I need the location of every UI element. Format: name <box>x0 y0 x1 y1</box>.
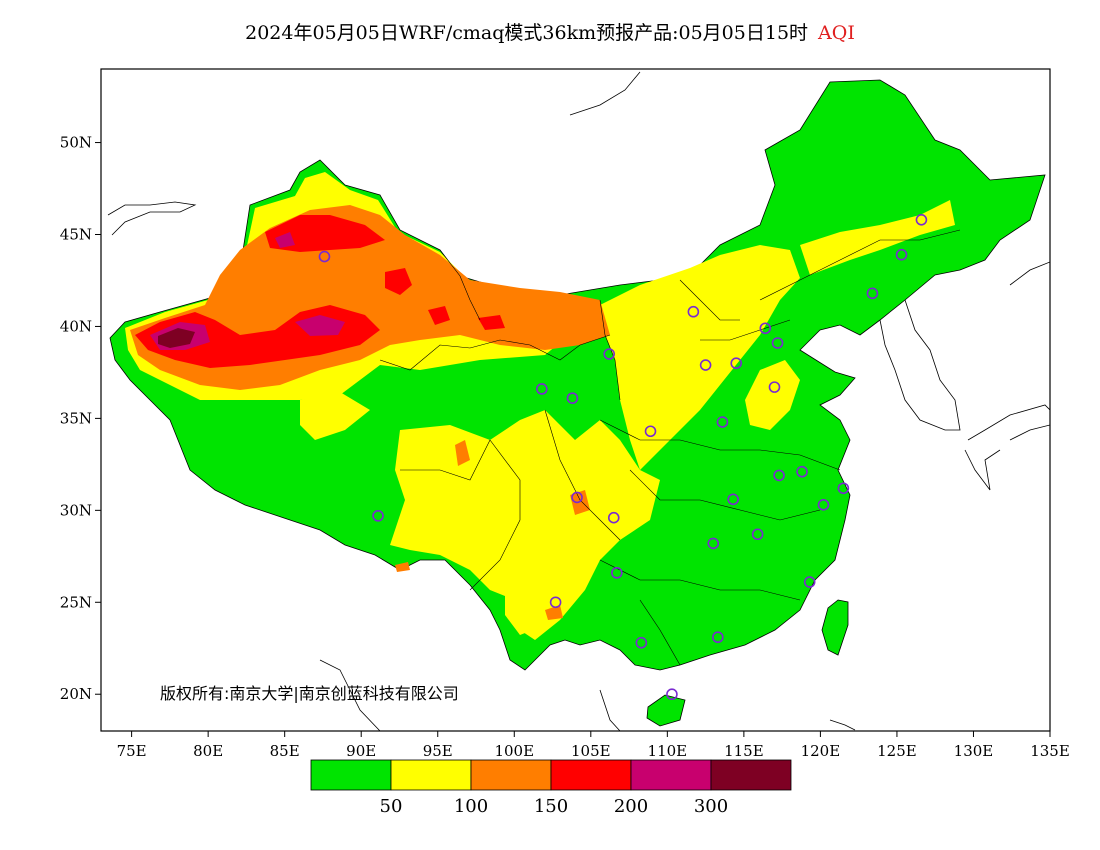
station-marker <box>603 348 615 360</box>
aqi-legend: 50 100 150 200 300 <box>310 759 792 817</box>
neighbor-coastline-kazakh <box>107 201 197 236</box>
purple-zone-north <box>275 232 295 248</box>
legend-swatch <box>470 759 552 791</box>
station-marker <box>549 596 562 609</box>
station-markers <box>318 213 928 701</box>
neighbor-coastline-south <box>319 659 856 731</box>
station-marker <box>768 381 781 393</box>
orange-patch-d <box>395 562 410 572</box>
station-marker <box>727 493 739 506</box>
legend-swatch <box>390 759 472 791</box>
red-zone-east <box>385 268 412 295</box>
x-tick-label: 110E <box>648 742 688 760</box>
yellow-zone-guangxi <box>505 585 560 635</box>
station-marker <box>773 469 785 482</box>
y-tick-label: 40N <box>60 317 92 335</box>
title-text: 2024年05月05日WRF/cmaq模式36km预报产品:05月05日15时 <box>245 22 809 44</box>
x-tick-label: 130E <box>954 742 994 760</box>
orange-patch-b <box>570 490 590 515</box>
station-marker <box>837 482 850 495</box>
station-marker <box>666 688 678 701</box>
x-tick-label: 90E <box>346 742 376 760</box>
x-tick-label: 125E <box>877 742 917 760</box>
station-marker <box>571 491 583 504</box>
purple-zone-central <box>295 315 345 336</box>
x-tick-label: 95E <box>423 742 453 760</box>
station-marker <box>607 511 620 524</box>
y-tick-label: 45N <box>60 226 92 244</box>
station-marker <box>730 357 743 370</box>
x-tick-label: 135E <box>1030 742 1070 760</box>
orange-patch-c <box>545 605 563 620</box>
yellow-zone-tibet-south <box>300 392 370 440</box>
station-marker <box>566 392 579 404</box>
y-tick-label: 25N <box>60 593 92 611</box>
x-tick-label: 120E <box>801 742 841 760</box>
legend-swatch <box>710 759 792 791</box>
x-tick-label: 80E <box>193 742 223 760</box>
red-zone-small-b <box>478 315 505 330</box>
x-tick-label: 85E <box>270 742 300 760</box>
x-axis: 75E 80E 85E 90E 95E 100E 105E 110E 115E 120E 125E 1… <box>117 731 1070 760</box>
station-marker <box>611 567 623 579</box>
station-marker <box>372 510 384 522</box>
station-marker <box>318 250 331 263</box>
station-marker <box>712 631 724 644</box>
x-tick-label: 100E <box>494 742 534 760</box>
station-marker <box>716 416 729 428</box>
neighbor-coastline-japan <box>964 404 1050 491</box>
title-aqi-label: AQI <box>818 22 855 44</box>
station-marker <box>817 499 830 511</box>
station-marker <box>687 305 700 318</box>
y-axis: 50N 45N 40N 35N 30N 25N 20N <box>60 134 101 703</box>
map-frame <box>100 68 1051 732</box>
station-marker <box>796 465 808 478</box>
station-marker <box>699 359 712 371</box>
station-marker <box>803 576 816 588</box>
copyright-text: 版权所有:南京大学|南京创蓝科技有限公司 <box>160 684 459 703</box>
y-tick-label: 30N <box>60 501 92 519</box>
neighbor-coastline-russia <box>569 71 1050 286</box>
station-marker <box>759 322 772 335</box>
station-marker <box>915 213 928 226</box>
station-marker <box>866 287 879 300</box>
yellow-zone-central <box>390 410 660 640</box>
x-tick-label: 105E <box>571 742 611 760</box>
legend-label: 200 <box>614 796 648 817</box>
station-marker <box>771 337 784 349</box>
station-marker <box>707 537 720 550</box>
hainan-island <box>646 694 686 727</box>
station-marker <box>536 383 548 395</box>
red-zone-junggar <box>265 215 385 252</box>
y-tick-label: 20N <box>60 685 92 703</box>
legend-label: 100 <box>454 796 488 817</box>
map-title: 2024年05月05日WRF/cmaq模式36km预报产品:05月05日15时 A… <box>0 18 1100 45</box>
red-zone-small-a <box>428 306 450 325</box>
orange-patch-a <box>455 440 470 466</box>
y-tick-label: 35N <box>60 409 92 427</box>
yellow-zone-shandong <box>745 360 800 430</box>
y-tick-label: 50N <box>60 134 92 152</box>
station-marker <box>635 636 648 649</box>
province-borders <box>379 229 961 666</box>
legend-label: 50 <box>380 796 403 817</box>
legend-label: 150 <box>534 796 568 817</box>
x-tick-label: 75E <box>117 742 147 760</box>
legend-swatch <box>550 759 632 791</box>
x-tick-label: 115E <box>724 742 764 760</box>
aqi-field <box>107 71 1050 731</box>
taiwan-island <box>821 599 849 656</box>
maroon-zone <box>158 328 195 348</box>
yellow-zone-north <box>600 245 800 470</box>
station-marker <box>644 425 657 438</box>
legend-label: 300 <box>694 796 728 817</box>
legend-swatch <box>630 759 712 791</box>
station-marker <box>751 528 764 541</box>
legend-swatch <box>310 759 392 791</box>
station-marker <box>895 248 908 261</box>
neighbor-coastline-korea <box>879 299 961 431</box>
